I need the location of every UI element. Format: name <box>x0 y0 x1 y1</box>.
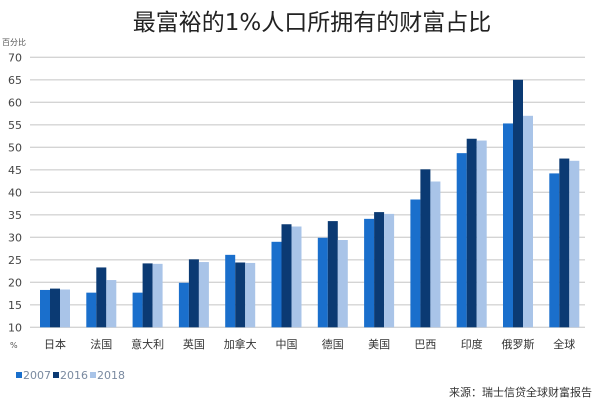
bar-2016 <box>142 263 153 328</box>
bar-2007 <box>410 199 421 328</box>
y-tick-label: 70 <box>8 51 22 64</box>
bar-2018 <box>60 289 70 328</box>
bar-2016 <box>466 138 477 328</box>
bar-2016 <box>374 212 385 328</box>
legend-label: 2018 <box>97 369 125 382</box>
legend-label: 2007 <box>23 369 51 382</box>
x-tick-label: 印度 <box>461 337 483 351</box>
bar-2016 <box>188 259 199 328</box>
y-tick-label: 50 <box>8 141 22 154</box>
bar-2016 <box>513 79 523 328</box>
x-tick-label: 加拿大 <box>224 337 257 351</box>
y-axis-label: 百分比 <box>2 37 26 47</box>
bar-2016 <box>281 224 292 328</box>
bar-2018 <box>198 262 209 328</box>
bar-2016 <box>559 158 570 328</box>
bar-2018 <box>291 226 302 328</box>
bar-2007 <box>549 173 560 328</box>
legend-swatch <box>90 372 96 378</box>
y-tick-label: 25 <box>8 254 22 267</box>
bar-2016 <box>96 267 107 328</box>
y-tick-label: 20 <box>8 276 22 289</box>
chart-title: 最富裕的1%人口所拥有的财富占比 <box>133 10 492 36</box>
bar-2018 <box>152 263 163 328</box>
bar-2007 <box>40 289 50 328</box>
y-unit-label: % <box>10 341 18 350</box>
x-tick-label: 德国 <box>322 337 344 351</box>
y-tick-label: 40 <box>8 186 22 199</box>
y-tick-label: 35 <box>8 209 22 222</box>
bar-2018 <box>337 240 348 328</box>
x-tick-label: 意大利 <box>131 337 164 351</box>
bar-2007 <box>132 292 143 328</box>
bar-2018 <box>106 280 117 328</box>
bar-2007 <box>456 153 467 328</box>
legend-swatch <box>16 372 22 378</box>
x-tick-label: 中国 <box>276 338 298 351</box>
x-tick-label: 巴西 <box>414 338 436 351</box>
y-tick-label: 10 <box>8 321 22 334</box>
x-tick-label: 俄罗斯 <box>502 338 535 351</box>
bar-2018 <box>430 181 441 328</box>
bar-2018 <box>476 140 487 328</box>
bar-2007 <box>503 123 513 328</box>
y-tick-label: 30 <box>8 231 22 244</box>
bar-2007 <box>317 237 328 328</box>
bar-2007 <box>86 292 97 328</box>
bar-2007 <box>364 218 375 328</box>
x-tick-label: 日本 <box>44 337 66 351</box>
bar-2016 <box>235 262 246 328</box>
bar-2007 <box>178 282 189 328</box>
x-tick-label: 英国 <box>183 337 205 351</box>
y-tick-label: 65 <box>8 74 22 87</box>
source-note: 来源：瑞士信贷全球财富报告 <box>449 385 592 399</box>
x-tick-label: 美国 <box>368 338 390 351</box>
bar-2018 <box>569 160 580 328</box>
bar-2016 <box>50 288 60 328</box>
bar-2018 <box>523 115 533 328</box>
legend-label: 2016 <box>60 369 88 382</box>
bar-2018 <box>245 262 256 328</box>
bar-2007 <box>225 254 236 328</box>
bar-2007 <box>271 241 282 328</box>
bar-2016 <box>327 221 338 328</box>
x-tick-label: 全球 <box>553 337 575 351</box>
y-tick-label: 60 <box>8 96 22 109</box>
bar-2018 <box>384 213 395 328</box>
y-tick-label: 55 <box>8 119 22 132</box>
legend-swatch <box>53 372 59 378</box>
y-tick-label: 15 <box>8 299 22 312</box>
y-tick-label: 45 <box>8 164 22 177</box>
x-tick-label: 法国 <box>90 337 112 351</box>
bar-2016 <box>420 169 431 328</box>
